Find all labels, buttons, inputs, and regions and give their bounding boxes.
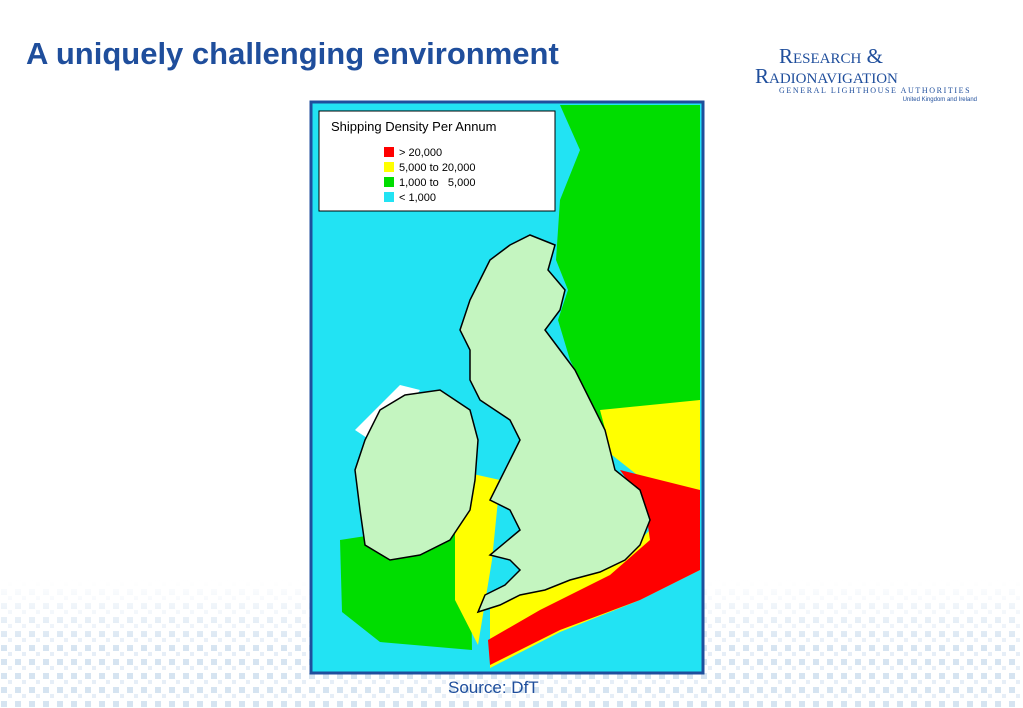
density-area bbox=[556, 105, 700, 470]
ireland bbox=[354, 389, 479, 561]
logo-line: General Lighthouse Authorities bbox=[779, 86, 972, 95]
map: Shipping Density Per Annum > 20,000 5,000… bbox=[309, 100, 705, 675]
legend-swatch bbox=[384, 147, 394, 157]
legend-swatch bbox=[384, 162, 394, 172]
legend-label: 5,000 to 20,000 bbox=[399, 162, 475, 174]
legend-box bbox=[318, 110, 556, 212]
legend-items: > 20,000 5,000 to 20,000 1,000 to 5,000 < 1… bbox=[384, 147, 475, 204]
slide-title: A uniquely challenging environment bbox=[26, 36, 559, 71]
logo-line: Radionavigation bbox=[755, 64, 898, 88]
legend-label: < 1,000 bbox=[399, 192, 436, 204]
great-britain bbox=[459, 234, 651, 614]
logo: Research & Radionavigation General Light… bbox=[755, 44, 977, 104]
source: Source: DfT bbox=[448, 678, 539, 697]
legend-title: Shipping Density Per Annum bbox=[331, 119, 496, 134]
logo-line: Research & bbox=[779, 44, 883, 68]
legend-swatch bbox=[384, 192, 394, 202]
legend-label: > 20,000 bbox=[399, 147, 442, 159]
density-area bbox=[340, 520, 472, 650]
legend-swatch bbox=[384, 177, 394, 187]
legend-label: 1,000 to 5,000 bbox=[399, 177, 475, 189]
logo-line: United Kingdom and Ireland bbox=[902, 97, 977, 103]
density-area bbox=[600, 400, 700, 500]
